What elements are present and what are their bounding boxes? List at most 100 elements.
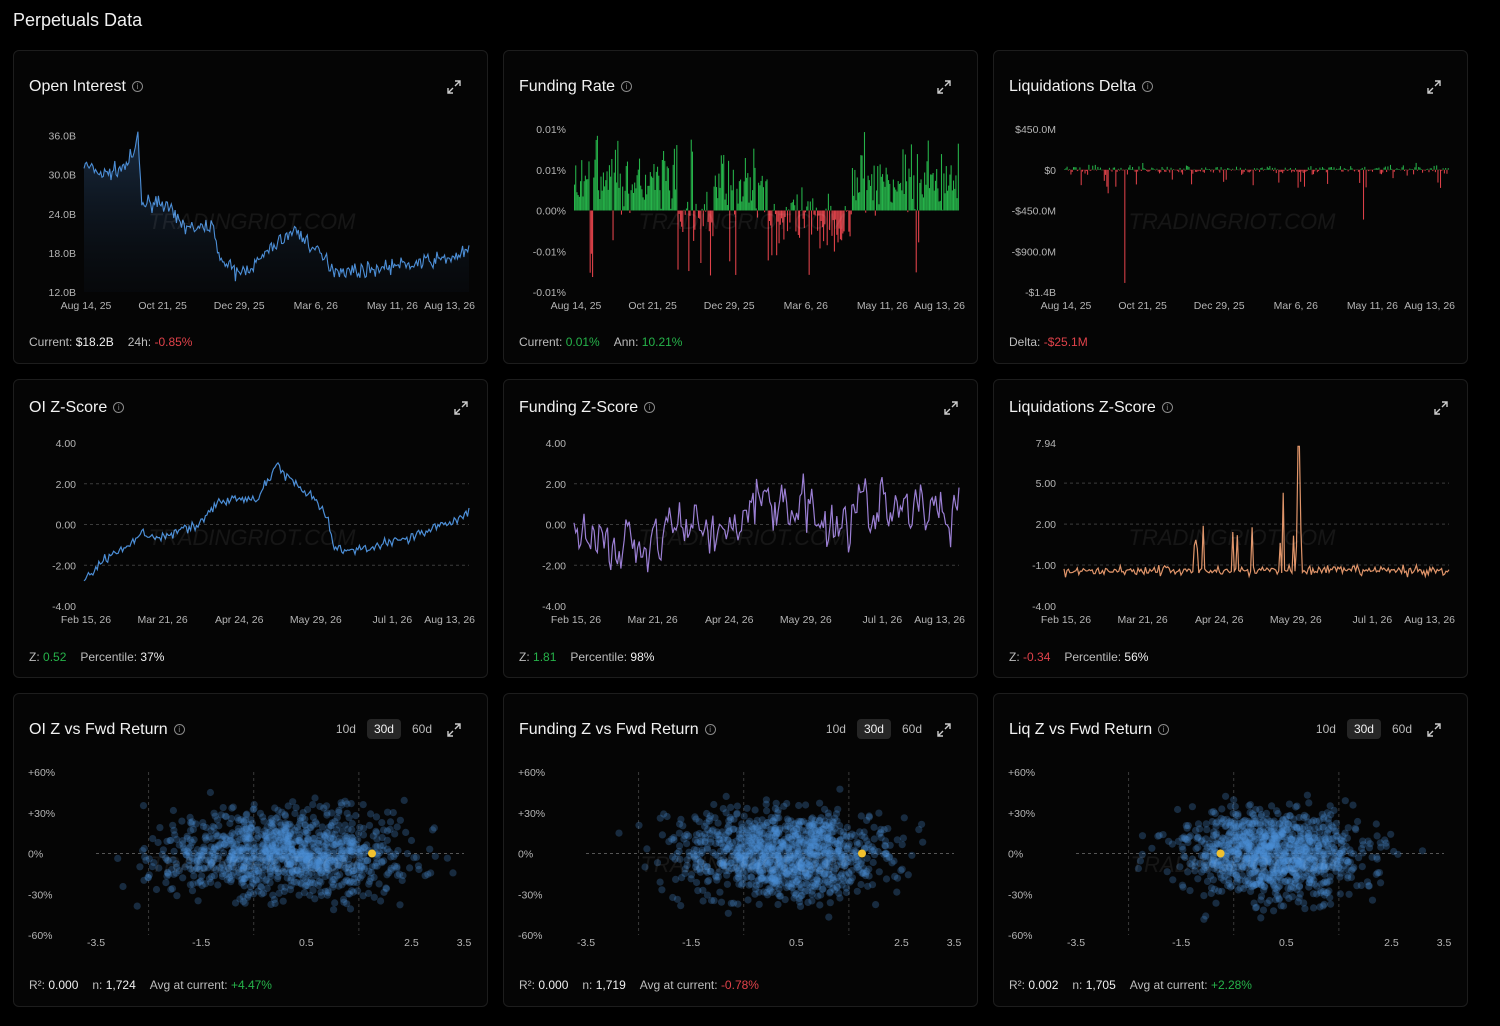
scatter-point xyxy=(306,823,314,831)
liq-bar-negative xyxy=(1103,169,1105,181)
expand-icon[interactable] xyxy=(1433,400,1449,416)
scatter-point xyxy=(262,856,270,864)
y-tick-label: +60% xyxy=(28,767,55,779)
scatter-point xyxy=(799,872,807,881)
scatter-point xyxy=(1341,797,1349,805)
scatter-point xyxy=(1243,828,1251,836)
scatter-point xyxy=(1224,881,1232,890)
scatter-point xyxy=(1250,849,1258,857)
scatter-point xyxy=(293,848,301,856)
scatter-point xyxy=(789,863,797,872)
expand-icon[interactable] xyxy=(453,400,469,416)
scatter-point xyxy=(1324,826,1332,834)
scatter-point xyxy=(271,828,279,836)
tab-10d[interactable]: 10d xyxy=(335,722,356,736)
scatter-point xyxy=(386,825,394,833)
scatter-point xyxy=(748,863,756,871)
scatter-point xyxy=(717,847,725,855)
scatter-point xyxy=(1270,830,1278,838)
scatter-point xyxy=(801,867,810,875)
info-icon[interactable]: i xyxy=(1142,81,1154,92)
scatter-point xyxy=(1320,815,1328,823)
tab-60d[interactable]: 60d xyxy=(411,722,432,736)
info-icon[interactable]: i xyxy=(131,81,143,92)
funding-bar-positive xyxy=(632,192,635,211)
funding-bar-positive xyxy=(687,201,689,211)
tab-10d[interactable]: 10d xyxy=(825,722,846,736)
scatter-point xyxy=(269,846,277,854)
footer-label: Percentile: xyxy=(1064,650,1122,664)
tab-60d[interactable]: 60d xyxy=(901,722,922,736)
scatter-point xyxy=(309,857,317,865)
scatter-point xyxy=(1272,839,1280,847)
tab-10d[interactable]: 10d xyxy=(1315,722,1336,736)
funding-bar-negative xyxy=(629,210,631,214)
footer-label: 24h: xyxy=(127,335,152,349)
scatter-point xyxy=(1188,855,1196,863)
info-icon[interactable]: i xyxy=(1158,724,1170,735)
tab-30d[interactable]: 30d xyxy=(366,719,401,739)
scatter-point xyxy=(344,855,352,863)
funding-bar-positive xyxy=(610,176,612,211)
scatter-point xyxy=(1245,839,1253,847)
scatter-point xyxy=(1255,831,1263,839)
scatter-point xyxy=(771,825,780,833)
scatter-point xyxy=(698,832,706,840)
scatter-point xyxy=(1236,830,1244,839)
liq-bar-positive xyxy=(1153,169,1155,170)
liq-bar-negative xyxy=(1262,169,1264,171)
tab-30d[interactable]: 30d xyxy=(1346,719,1381,739)
tab-60d[interactable]: 60d xyxy=(1391,722,1412,736)
expand-icon[interactable] xyxy=(936,722,952,738)
info-icon[interactable]: i xyxy=(621,81,633,92)
scatter-point xyxy=(201,880,209,888)
scatter-point xyxy=(781,822,789,830)
scatter-point xyxy=(1279,822,1287,830)
scatter-point xyxy=(285,834,293,842)
scatter-point xyxy=(841,862,849,870)
expand-icon[interactable] xyxy=(1426,722,1442,738)
scatter-point xyxy=(1310,880,1319,888)
scatter-point xyxy=(1273,835,1281,843)
scatter-point xyxy=(759,851,767,859)
info-icon[interactable]: i xyxy=(644,402,656,413)
scatter-point xyxy=(1346,846,1354,854)
scatter-point xyxy=(740,860,748,868)
card-footer: Current: 0.01% Ann: 10.21% xyxy=(519,335,682,349)
scatter-point xyxy=(347,800,355,808)
scatter-point xyxy=(1181,853,1189,862)
info-icon[interactable]: i xyxy=(1161,402,1173,413)
scatter-point xyxy=(773,829,781,837)
scatter-point xyxy=(380,826,388,834)
info-icon[interactable]: i xyxy=(704,724,716,735)
scatter-point xyxy=(281,827,289,835)
scatter-point xyxy=(808,865,816,873)
expand-icon[interactable] xyxy=(1426,79,1442,95)
scatter-point xyxy=(241,899,249,907)
scatter-point xyxy=(380,888,388,896)
scatter-point xyxy=(1267,827,1275,835)
scatter-point xyxy=(739,829,747,837)
card-title-text: Liquidations Delta xyxy=(1009,78,1137,95)
scatter-point xyxy=(1270,907,1278,915)
scatter-point xyxy=(1244,854,1252,862)
scatter-point xyxy=(796,834,805,843)
scatter-point xyxy=(1207,884,1216,892)
scatter-point xyxy=(1266,877,1274,885)
tab-30d[interactable]: 30d xyxy=(856,719,891,739)
liq-bar-negative xyxy=(1116,169,1118,172)
expand-icon[interactable] xyxy=(943,400,959,416)
expand-icon[interactable] xyxy=(936,79,952,95)
scatter-point xyxy=(250,849,258,857)
scatter-point xyxy=(1319,841,1327,849)
scatter-point xyxy=(692,831,701,839)
expand-icon[interactable] xyxy=(446,722,462,738)
scatter-point xyxy=(1288,854,1296,863)
scatter-point xyxy=(258,849,266,857)
scatter-point xyxy=(1222,836,1230,844)
expand-icon[interactable] xyxy=(446,79,462,95)
scatter-point xyxy=(1274,869,1282,877)
info-icon[interactable]: i xyxy=(113,402,125,413)
scatter-point xyxy=(183,851,191,859)
info-icon[interactable]: i xyxy=(173,724,185,735)
